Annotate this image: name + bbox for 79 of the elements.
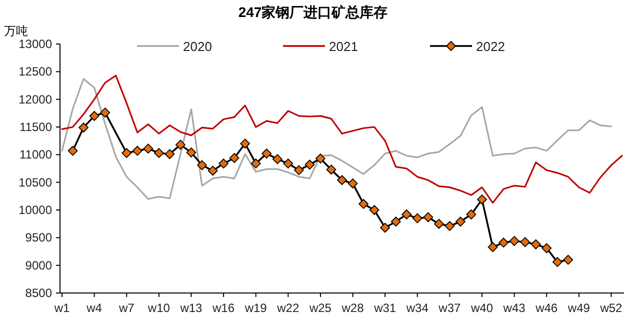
point <box>197 160 207 170</box>
chart-title: 247家钢厂进口矿总库存 <box>238 4 388 20</box>
point <box>143 144 154 154</box>
point <box>78 122 88 133</box>
legend-label: 2020 <box>183 39 212 54</box>
point <box>412 213 422 224</box>
x-tick-label: w31 <box>373 301 396 315</box>
point <box>326 164 336 175</box>
y-tick-label: 9500 <box>25 230 52 245</box>
point <box>402 209 412 220</box>
point <box>434 218 444 229</box>
point <box>186 148 196 158</box>
x-tick-label: w34 <box>405 301 429 315</box>
point <box>456 216 466 227</box>
x-tick-label: w25 <box>308 301 332 315</box>
y-axis-title: 万吨 <box>4 24 28 38</box>
x-tick-label: w7 <box>118 301 135 315</box>
x-tick-label: w46 <box>534 301 558 315</box>
x-tick-label: w22 <box>276 301 300 315</box>
point <box>369 205 380 215</box>
y-tick-label: 11000 <box>20 148 52 162</box>
y-tick-label: 11500 <box>20 120 52 134</box>
x-tick-label: w28 <box>340 301 364 315</box>
point <box>477 194 487 204</box>
point <box>488 242 498 252</box>
point <box>509 236 520 246</box>
point <box>100 108 110 118</box>
point <box>542 243 552 254</box>
point <box>348 178 358 188</box>
point <box>176 140 186 150</box>
point <box>444 221 455 231</box>
x-tick-label: w1 <box>53 301 70 315</box>
point <box>563 254 574 265</box>
point <box>283 158 294 168</box>
y-tick-label: 10000 <box>18 203 52 217</box>
point <box>240 138 250 149</box>
x-tick-label: w49 <box>566 301 590 315</box>
point <box>316 154 326 164</box>
x-tick-label: w40 <box>470 301 494 315</box>
point <box>294 165 304 176</box>
point <box>272 154 282 164</box>
x-tick-label: w16 <box>212 301 235 315</box>
point <box>132 146 142 156</box>
point <box>250 158 261 168</box>
point <box>304 160 315 170</box>
point <box>358 198 368 209</box>
y-tick-label: 12500 <box>18 64 52 79</box>
point <box>466 209 476 220</box>
x-tick-label: w10 <box>146 301 170 315</box>
point <box>337 175 347 186</box>
x-tick-label: w52 <box>599 301 623 315</box>
legend-label: 2022 <box>476 39 505 54</box>
x-tick-label: w43 <box>502 301 526 315</box>
y-tick-label: 13000 <box>18 37 52 51</box>
point <box>390 216 401 227</box>
point <box>262 148 272 159</box>
point <box>498 238 508 248</box>
point <box>208 166 218 176</box>
point <box>218 158 228 168</box>
y-tick-label: 12000 <box>18 92 52 106</box>
point <box>89 110 100 121</box>
point <box>520 237 530 248</box>
y-tick-label: 9000 <box>25 258 52 272</box>
point <box>530 239 541 250</box>
point <box>552 257 562 267</box>
point <box>122 148 132 158</box>
point <box>164 149 175 160</box>
y-tick-label: 8500 <box>25 286 52 300</box>
x-tick-label: w19 <box>244 301 268 315</box>
point <box>229 153 240 163</box>
point <box>154 148 164 158</box>
x-tick-label: w4 <box>86 301 102 315</box>
x-tick-label: w37 <box>438 301 462 315</box>
x-tick-label: w13 <box>179 301 203 315</box>
y-tick-label: 10500 <box>18 175 52 190</box>
point <box>380 222 390 233</box>
legend-label: 2021 <box>329 39 358 54</box>
point <box>423 212 434 222</box>
point <box>68 146 78 156</box>
